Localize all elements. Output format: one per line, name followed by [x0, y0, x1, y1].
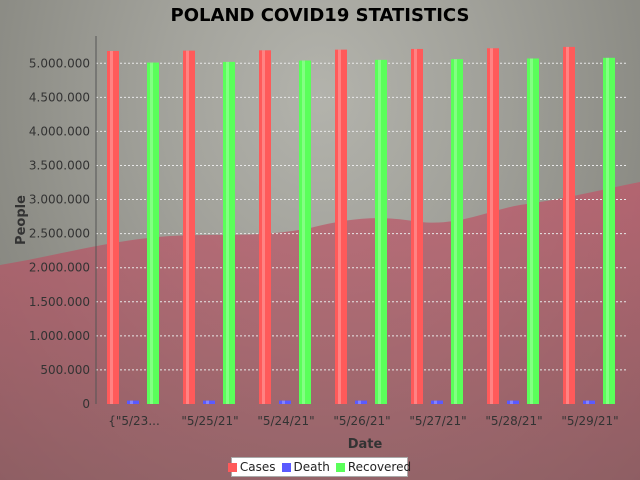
bar-cases: [183, 50, 195, 404]
bar-highlight: [282, 400, 285, 404]
bar-cases: [487, 48, 499, 405]
bar-cases: [411, 48, 423, 404]
bar-recovered: [375, 59, 387, 404]
y-tick-label: 4.500.000: [29, 90, 90, 104]
bar-highlight: [206, 400, 209, 404]
bar-death: [507, 400, 519, 404]
bar-highlight: [566, 46, 569, 404]
bars: [107, 46, 615, 405]
legend-item-recovered: Recovered: [335, 460, 412, 474]
bar-cases: [563, 46, 575, 404]
y-axis-label: People: [14, 195, 29, 245]
x-tick-label: "5/25/21": [181, 414, 238, 428]
legend: Cases Death Recovered: [227, 457, 412, 477]
bar-highlight: [262, 50, 265, 405]
bar-highlight: [186, 50, 189, 404]
bar-highlight: [378, 59, 381, 404]
bar-cases: [259, 50, 271, 405]
y-tick-label: 3.500.000: [29, 158, 90, 172]
bar-death: [583, 400, 595, 404]
y-tick-label: 2.500.000: [29, 227, 90, 241]
bar-highlight: [434, 400, 437, 404]
bar-highlight: [490, 48, 493, 405]
y-tick-label: 4.000.000: [29, 124, 90, 138]
x-tick-label: "5/26/21": [333, 414, 390, 428]
bar-recovered: [603, 57, 615, 405]
x-tick-label: "5/29/21": [561, 414, 618, 428]
legend-swatch-death: [281, 462, 291, 472]
bar-highlight: [510, 400, 513, 404]
bar-highlight: [338, 49, 341, 404]
x-tick-label: {"5/23...: [108, 414, 160, 428]
legend-label-recovered: Recovered: [347, 460, 412, 474]
legend-item-cases: Cases: [227, 460, 276, 474]
bar-recovered: [223, 61, 235, 404]
y-tick-label: 1.500.000: [29, 295, 90, 309]
bar-cases: [107, 50, 119, 405]
bar-death: [127, 400, 139, 404]
bar-recovered: [527, 58, 539, 404]
y-tick-label: 2.000.000: [29, 261, 90, 275]
bar-highlight: [150, 62, 153, 404]
bar-cases: [335, 49, 347, 404]
y-tick-label: 1.000.000: [29, 329, 90, 343]
y-tick-label: 5.000.000: [29, 56, 90, 70]
bar-death: [431, 400, 443, 404]
legend-swatch-recovered: [335, 462, 345, 472]
bar-death: [279, 400, 291, 404]
y-tick-label: 3.000.000: [29, 193, 90, 207]
legend-label-death: Death: [293, 460, 330, 474]
bar-death: [355, 400, 367, 404]
bar-highlight: [586, 400, 589, 404]
bar-highlight: [130, 400, 133, 404]
y-axis-ticks: 0 500.000 1.000.000 1.500.000 2.000.000 2.500…: [29, 56, 90, 411]
bar-highlight: [358, 400, 361, 404]
x-axis-ticks: {"5/23... "5/25/21" "5/24/21" "5/26/21" "5/2…: [108, 414, 618, 428]
legend-item-death: Death: [281, 460, 330, 474]
chart-title: POLAND COVID19 STATISTICS: [171, 5, 470, 26]
x-axis-label: Date: [348, 437, 383, 452]
legend-swatch-cases: [227, 462, 237, 472]
flag-wave-decoration: [0, 182, 640, 480]
bar-death: [203, 400, 215, 404]
bar-highlight: [606, 57, 609, 405]
y-tick-label: 0: [82, 397, 90, 411]
legend-label-cases: Cases: [239, 460, 276, 474]
y-tick-label: 500.000: [40, 363, 90, 377]
x-tick-label: "5/28/21": [485, 414, 542, 428]
bar-highlight: [454, 59, 457, 404]
bar-highlight: [530, 58, 533, 404]
bar-highlight: [226, 61, 229, 404]
bar-highlight: [414, 48, 417, 404]
bar-recovered: [147, 62, 159, 404]
bar-recovered: [299, 60, 311, 405]
bar-highlight: [302, 60, 305, 405]
bar-highlight: [110, 50, 113, 405]
x-tick-label: "5/27/21": [409, 414, 466, 428]
bar-recovered: [451, 59, 463, 404]
x-tick-label: "5/24/21": [257, 414, 314, 428]
